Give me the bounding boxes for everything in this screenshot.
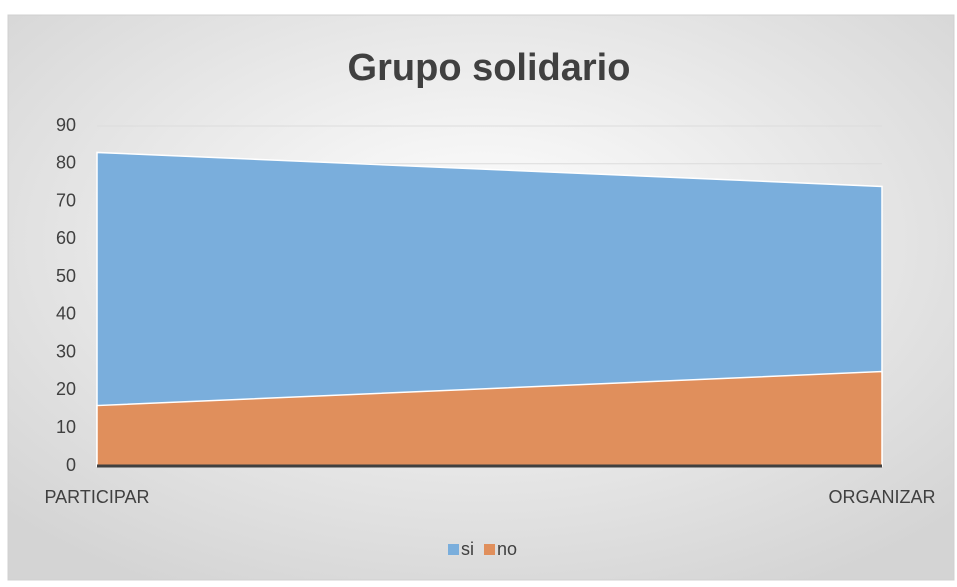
y-tick-label: 30	[56, 341, 76, 361]
y-tick-label: 10	[56, 417, 76, 437]
x-tick-label: PARTICIPAR	[44, 487, 149, 507]
y-tick-label: 20	[56, 379, 76, 399]
y-tick-label: 70	[56, 190, 76, 210]
x-tick-label: ORGANIZAR	[828, 487, 935, 507]
y-tick-label: 50	[56, 266, 76, 286]
legend-label: si	[461, 539, 474, 559]
y-tick-label: 80	[56, 153, 76, 173]
y-tick-label: 40	[56, 304, 76, 324]
legend-label: no	[497, 539, 517, 559]
y-tick-label: 60	[56, 228, 76, 248]
legend-swatch	[484, 544, 495, 555]
y-tick-label: 0	[66, 455, 76, 475]
chart-title: Grupo solidario	[348, 47, 631, 89]
legend-swatch	[448, 544, 459, 555]
y-tick-label: 90	[56, 115, 76, 135]
